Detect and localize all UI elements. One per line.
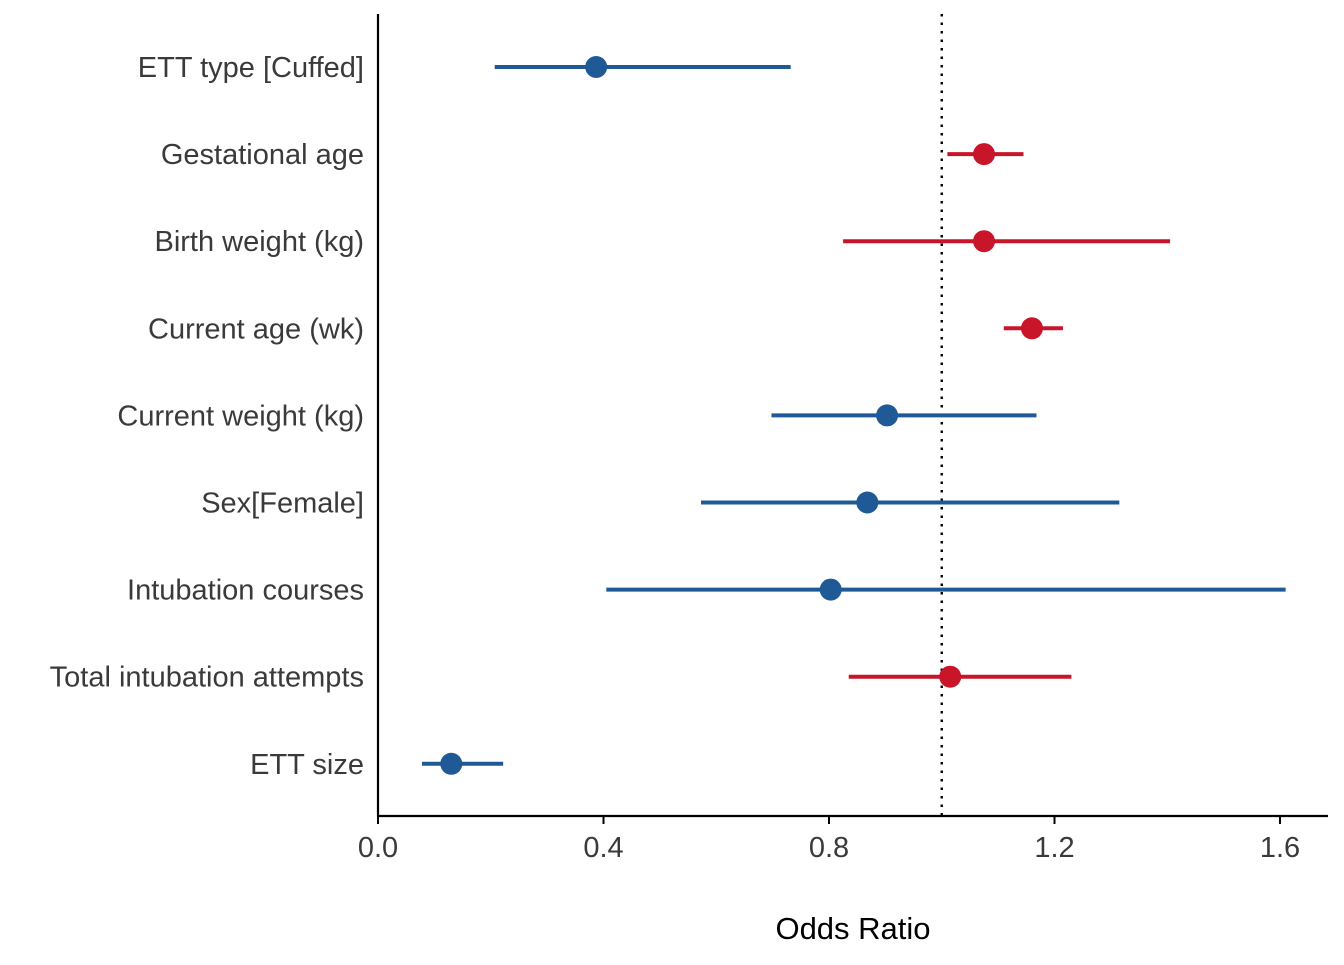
category-label: ETT type [Cuffed]: [138, 52, 364, 84]
estimates-layer: [421, 56, 1286, 775]
category-label: Intubation courses: [127, 575, 364, 607]
category-label: Current weight (kg): [117, 400, 364, 432]
category-label: Total intubation attempts: [50, 662, 364, 694]
category-label: Sex[Female]: [201, 488, 364, 520]
odds-ratio-point: [973, 230, 996, 253]
odds-ratio-point: [440, 752, 463, 775]
x-tick-label: 1.6: [1260, 832, 1300, 864]
axis-layer: [376, 14, 1328, 818]
odds-ratio-point: [939, 665, 962, 688]
x-tick-label: 1.2: [1034, 832, 1074, 864]
x-tick-label: 0.0: [358, 832, 398, 864]
odds-ratio-point: [1020, 317, 1043, 340]
category-label-layer: ETT type [Cuffed] Gestational age Birth we…: [50, 52, 364, 781]
category-label: ETT size: [250, 749, 364, 781]
odds-ratio-point: [973, 143, 996, 166]
x-tick-label: 0.4: [583, 832, 623, 864]
x-axis-title: Odds Ratio: [775, 911, 930, 946]
odds-ratio-point: [856, 491, 879, 514]
odds-ratio-point: [585, 56, 608, 78]
odds-ratio-point: [819, 578, 842, 601]
odds-ratio-point: [876, 404, 899, 427]
x-tick-label: 0.8: [809, 832, 849, 864]
category-label: Current age (wk): [148, 313, 364, 345]
x-tick-layer: 0.0 0.4 0.8 1.2 1.6: [358, 816, 1300, 864]
category-label: Birth weight (kg): [154, 226, 364, 258]
category-label: Gestational age: [161, 139, 364, 171]
